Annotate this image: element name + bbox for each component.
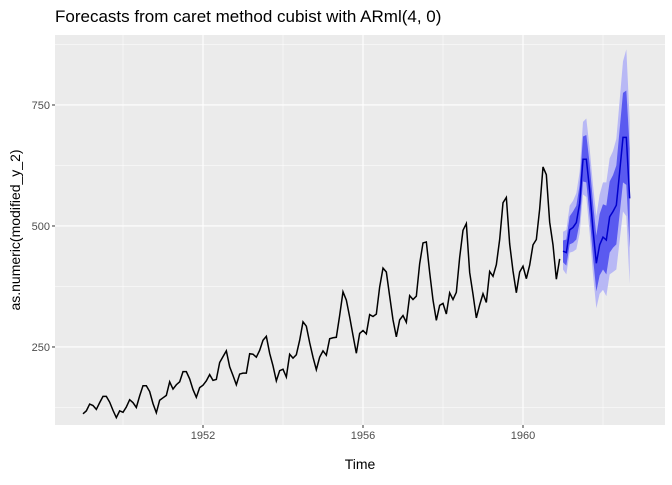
y-axis-label: as.numeric(modified_y_2) bbox=[7, 149, 23, 310]
history-line bbox=[82, 166, 561, 420]
y-tick-label: 250 bbox=[32, 342, 50, 354]
y-tick-label: 750 bbox=[32, 100, 50, 112]
x-tick-label: 1952 bbox=[191, 430, 215, 442]
x-axis-label: Time bbox=[345, 456, 376, 472]
plot-panel bbox=[55, 35, 665, 425]
forecast-mean-line bbox=[562, 136, 631, 264]
band-80 bbox=[563, 90, 630, 292]
x-tick-label: 1956 bbox=[351, 430, 375, 442]
x-tick-label: 1960 bbox=[511, 430, 535, 442]
y-tick-label: 500 bbox=[32, 221, 50, 233]
chart-title: Forecasts from caret method cubist with … bbox=[55, 7, 441, 26]
